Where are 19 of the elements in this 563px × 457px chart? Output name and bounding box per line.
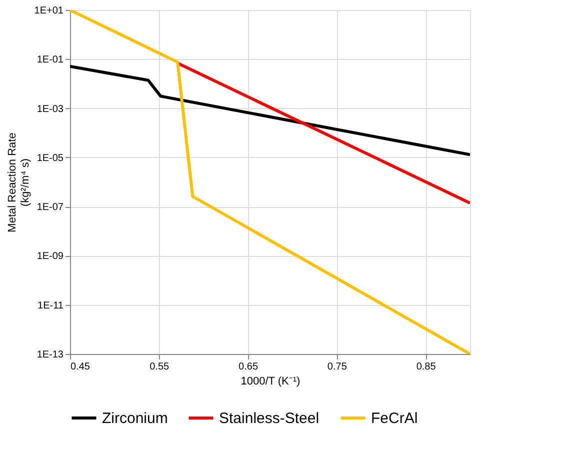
x-tick-label: 0.75: [327, 362, 348, 372]
y-tick-label: 1E-07: [36, 202, 64, 214]
legend-label: Stainless-Steel: [219, 410, 320, 427]
y-tick-label: 1E-01: [36, 54, 64, 66]
x-tick-label: 0.65: [238, 362, 258, 372]
x-tick-label: 0.85: [416, 362, 436, 372]
line-series: [70, 64, 470, 156]
x-tick-label: 0.55: [150, 362, 170, 372]
legend-label: FeCrAl: [371, 410, 418, 427]
y-tick-label: 1E+01: [34, 6, 64, 16]
legend-label: Zirconium: [102, 410, 168, 427]
x-axis-title: 1000/T (K⁻¹): [240, 376, 300, 388]
y-tick-label: 1E-13: [36, 350, 64, 360]
y-tick-label: 1E-11: [38, 300, 64, 312]
y-tick-label: 1E-03: [36, 104, 64, 115]
x-tick-label: 0.45: [70, 362, 90, 372]
y-tick-label: 1E-05: [36, 152, 64, 164]
y-tick-label: 1E-09: [36, 251, 64, 262]
y-axis-title: Metal Reaction Rate (kg²/m⁴ s): [6, 132, 32, 232]
